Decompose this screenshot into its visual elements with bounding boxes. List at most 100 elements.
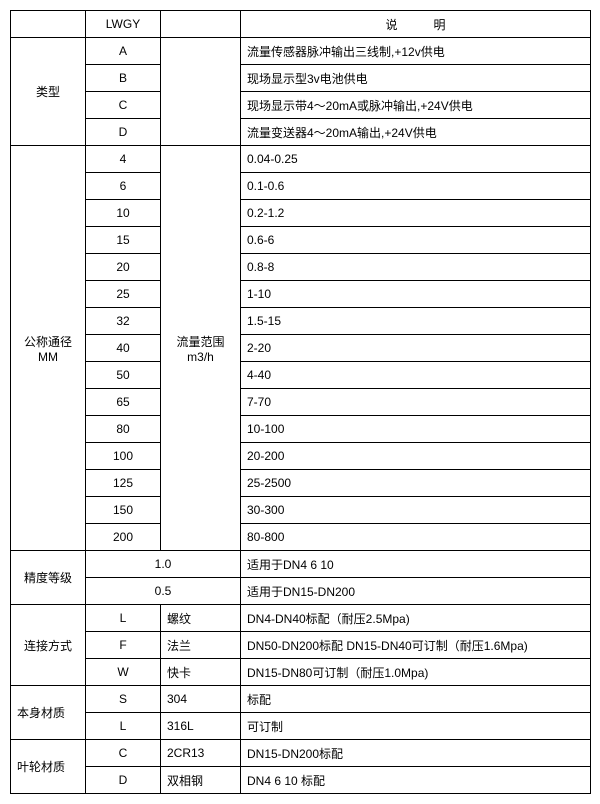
table-row: C 现场显示带4～20mA或脉冲输出,+24V供电	[11, 92, 591, 119]
impeller-material-name: 2CR13	[161, 740, 241, 767]
impeller-material-label: 叶轮材质	[11, 740, 86, 794]
range-value: 0.6-6	[241, 227, 591, 254]
dn-value: 125	[86, 470, 161, 497]
accuracy-value: 0.5	[86, 578, 241, 605]
range-value: 0.1-0.6	[241, 173, 591, 200]
range-value: 20-200	[241, 443, 591, 470]
impeller-material-code: C	[86, 740, 161, 767]
connection-label: 连接方式	[11, 605, 86, 686]
connection-name: 螺纹	[161, 605, 241, 632]
body-material-label: 本身材质	[11, 686, 86, 740]
table-row: 200 80-800	[11, 524, 591, 551]
type-label: 类型	[11, 38, 86, 146]
table-row: B 现场显示型3v电池供电	[11, 65, 591, 92]
accuracy-value: 1.0	[86, 551, 241, 578]
table-row: 251-10	[11, 281, 591, 308]
body-material-desc: 标配	[241, 686, 591, 713]
dn-value: 15	[86, 227, 161, 254]
dn-value: 4	[86, 146, 161, 173]
table-row: W快卡DN15-DN80可订制（耐压1.0Mpa)	[11, 659, 591, 686]
type-desc: 现场显示型3v电池供电	[241, 65, 591, 92]
table-row: 150 30-300	[11, 497, 591, 524]
table-row: D 流量变送器4～20mA输出,+24V供电	[11, 119, 591, 146]
table-row: 50 4-40	[11, 362, 591, 389]
body-material-name: 316L	[161, 713, 241, 740]
impeller-material-desc: DN15-DN200标配	[241, 740, 591, 767]
dn-value: 6	[86, 173, 161, 200]
table-row: 125 25-2500	[11, 470, 591, 497]
type-code: A	[86, 38, 161, 65]
dn-value: 10	[86, 200, 161, 227]
range-value: 10-100	[241, 416, 591, 443]
type-desc: 流量传感器脉冲输出三线制,+12v供电	[241, 38, 591, 65]
accuracy-desc: 适用于DN4 6 10	[241, 551, 591, 578]
body-material-name: 304	[161, 686, 241, 713]
table-row: 公称通径MM4流量范围m3/h0.04-0.25	[11, 146, 591, 173]
table-row: LWGY 说 明	[11, 11, 591, 38]
table-row: 本身材质S304标配	[11, 686, 591, 713]
dn-value: 80	[86, 416, 161, 443]
table-row: L316L可订制	[11, 713, 591, 740]
connection-desc: DN4-DN40标配（耐压2.5Mpa)	[241, 605, 591, 632]
table-row: 100 20-200	[11, 443, 591, 470]
table-row: 6 0.1-0.6	[11, 173, 591, 200]
table-row: 10 0.2-1.2	[11, 200, 591, 227]
table-row: 连接方式L螺纹DN4-DN40标配（耐压2.5Mpa)	[11, 605, 591, 632]
connection-name: 法兰	[161, 632, 241, 659]
header-lwgy: LWGY	[86, 11, 161, 38]
range-value: 80-800	[241, 524, 591, 551]
type-code: C	[86, 92, 161, 119]
table-row: 0.5适用于DN15-DN200	[11, 578, 591, 605]
body-material-code: S	[86, 686, 161, 713]
header-desc: 说 明	[241, 11, 591, 38]
body-material-desc: 可订制	[241, 713, 591, 740]
dn-value: 40	[86, 335, 161, 362]
dn-value: 65	[86, 389, 161, 416]
range-label: 流量范围m3/h	[161, 146, 241, 551]
range-value: 2-20	[241, 335, 591, 362]
type-code: B	[86, 65, 161, 92]
range-value: 30-300	[241, 497, 591, 524]
header-blank	[11, 11, 86, 38]
impeller-material-name: 双相钢	[161, 767, 241, 794]
dn-value: 200	[86, 524, 161, 551]
table-row: 精度等级1.0适用于DN4 6 10	[11, 551, 591, 578]
dn-value: 25	[86, 281, 161, 308]
range-value: 0.04-0.25	[241, 146, 591, 173]
range-value: 1.5-15	[241, 308, 591, 335]
range-value: 0.8-8	[241, 254, 591, 281]
dn-value: 100	[86, 443, 161, 470]
table-row: 叶轮材质C2CR13DN15-DN200标配	[11, 740, 591, 767]
table-row: 20 0.8-8	[11, 254, 591, 281]
type-code: D	[86, 119, 161, 146]
accuracy-label: 精度等级	[11, 551, 86, 605]
spec-table: LWGY 说 明类型A 流量传感器脉冲输出三线制,+12v供电 B 现场显示型3v电池供…	[10, 10, 591, 794]
header-blank2	[161, 11, 241, 38]
table-row: 40 2-20	[11, 335, 591, 362]
connection-name: 快卡	[161, 659, 241, 686]
type-desc: 现场显示带4～20mA或脉冲输出,+24V供电	[241, 92, 591, 119]
connection-desc: DN50-DN200标配 DN15-DN40可订制（耐压1.6Mpa)	[241, 632, 591, 659]
table-row: 80 10-100	[11, 416, 591, 443]
connection-code: L	[86, 605, 161, 632]
type-desc: 流量变送器4～20mA输出,+24V供电	[241, 119, 591, 146]
table-row: 32 1.5-15	[11, 308, 591, 335]
connection-code: W	[86, 659, 161, 686]
impeller-material-desc: DN4 6 10 标配	[241, 767, 591, 794]
accuracy-desc: 适用于DN15-DN200	[241, 578, 591, 605]
table-row: F法兰DN50-DN200标配 DN15-DN40可订制（耐压1.6Mpa)	[11, 632, 591, 659]
dn-value: 32	[86, 308, 161, 335]
connection-desc: DN15-DN80可订制（耐压1.0Mpa)	[241, 659, 591, 686]
range-value: 25-2500	[241, 470, 591, 497]
impeller-material-code: D	[86, 767, 161, 794]
connection-code: F	[86, 632, 161, 659]
table-row: D双相钢DN4 6 10 标配	[11, 767, 591, 794]
table-row: 657-70	[11, 389, 591, 416]
dn-value: 50	[86, 362, 161, 389]
table-row: 15 0.6-6	[11, 227, 591, 254]
range-value: 0.2-1.2	[241, 200, 591, 227]
range-value: 4-40	[241, 362, 591, 389]
dn-value: 20	[86, 254, 161, 281]
table-row: 类型A流量传感器脉冲输出三线制,+12v供电	[11, 38, 591, 65]
dn-value: 150	[86, 497, 161, 524]
